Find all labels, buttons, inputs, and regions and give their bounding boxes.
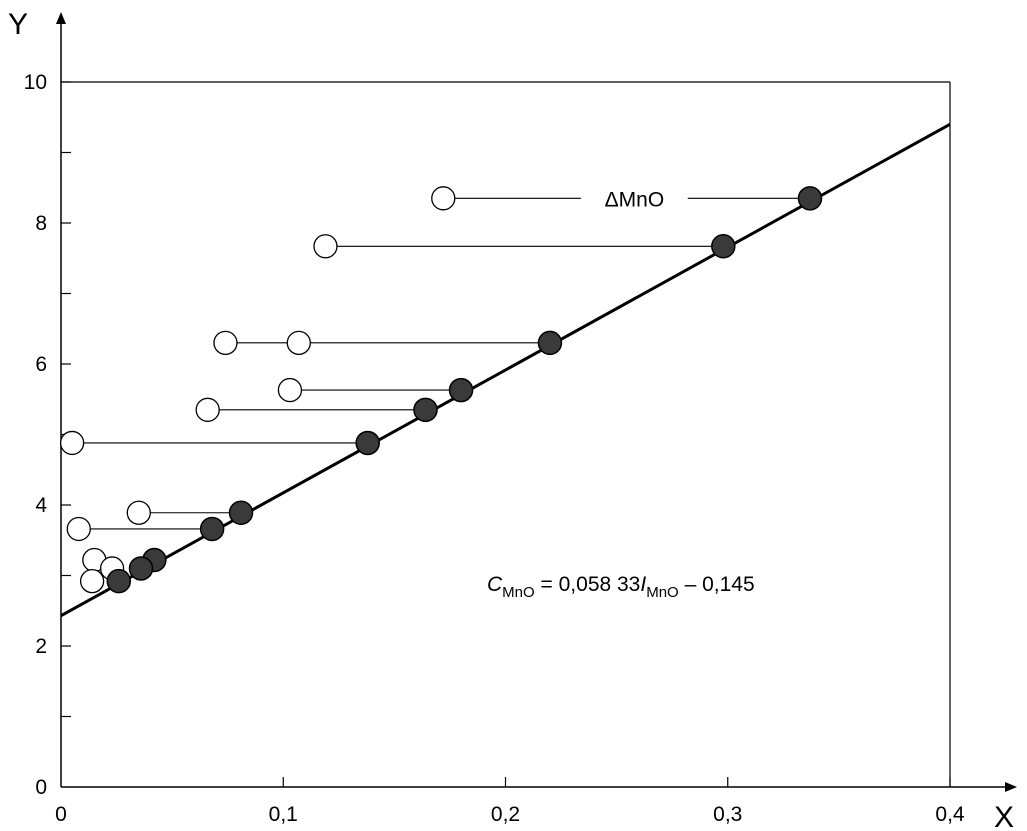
x-axis-label: X: [994, 801, 1014, 831]
open-point: [286, 330, 311, 356]
open-point: [313, 234, 338, 259]
filled-point: [413, 397, 438, 423]
equation-c: C: [487, 573, 503, 596]
x-tick-label: 0,1: [269, 803, 298, 826]
data-points: [59, 186, 823, 594]
y-tick-label: 10: [24, 71, 47, 94]
connector-lines: [76, 197, 810, 530]
open-point: [195, 397, 220, 422]
filled-point: [537, 330, 563, 356]
open-point: [59, 430, 85, 456]
open-point: [79, 568, 105, 594]
x-tick-label: 0,2: [491, 803, 520, 826]
y-tick-label: 2: [35, 635, 47, 658]
filled-point: [448, 377, 474, 403]
x-tick-label: 0,4: [935, 803, 965, 826]
open-point: [431, 186, 456, 211]
y-tick-label: 0: [35, 776, 47, 799]
filled-point: [106, 568, 132, 594]
equation-middle: = 0,058 33: [535, 573, 641, 596]
filled-point: [797, 186, 823, 211]
equation: CMnO = 0,058 33IMnO – 0,145: [487, 573, 755, 601]
open-point: [66, 516, 91, 542]
open-point: [213, 330, 238, 356]
equation-i: I: [640, 573, 646, 596]
filled-point: [128, 556, 154, 581]
y-tick-label: 8: [35, 212, 47, 235]
delta-mno-label: ΔMnO: [605, 188, 665, 211]
y-tick-label: 6: [35, 353, 47, 376]
filled-point: [355, 430, 380, 456]
filled-point: [199, 516, 225, 542]
open-point: [277, 377, 303, 403]
filled-point: [711, 234, 736, 259]
equation-i-sub: MnO: [646, 584, 679, 601]
y-tick-label: 4: [35, 494, 47, 517]
equation-c-sub: MnO: [502, 584, 535, 601]
open-point: [126, 500, 151, 525]
ticks: 0 0,1 0,2 0,3 0,4 0 2 4 6 8 10: [24, 71, 965, 826]
y-axis-label: Y: [8, 8, 28, 41]
filled-point: [228, 500, 254, 526]
x-tick-label: 0,3: [713, 803, 742, 826]
equation-tail: – 0,145: [679, 573, 755, 596]
x-tick-label: 0: [55, 803, 67, 826]
